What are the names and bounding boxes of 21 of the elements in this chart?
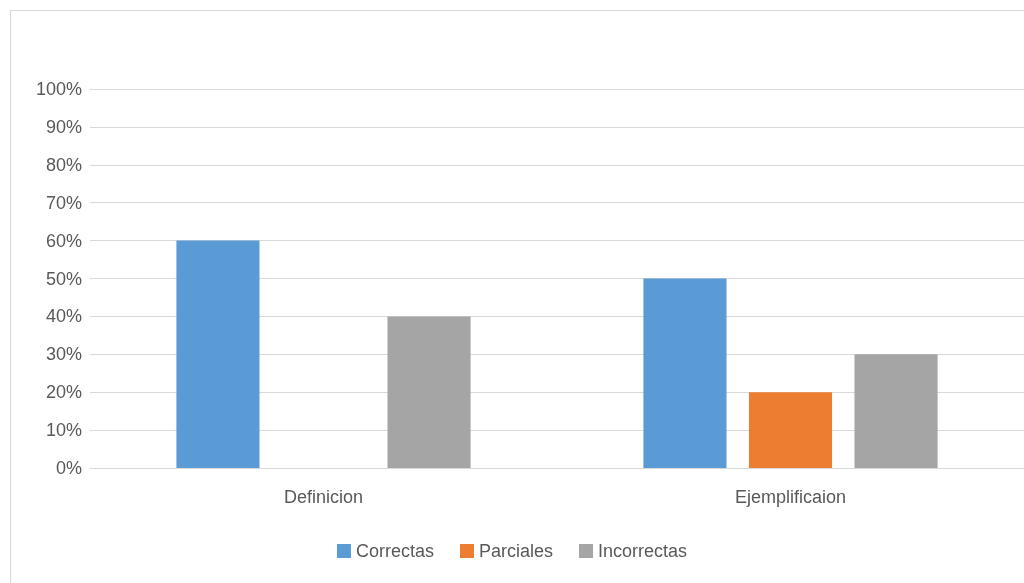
y-tick-label: 90% <box>45 116 82 137</box>
y-tick-label: 10% <box>45 420 82 441</box>
y-tick-label: 20% <box>45 382 82 403</box>
y-tick-label: 60% <box>45 230 82 251</box>
bar <box>748 392 833 468</box>
bar <box>643 278 727 468</box>
y-tick-label: 0% <box>55 458 82 478</box>
legend-label: Incorrectas <box>598 541 688 561</box>
x-tick-label: Ejemplificaion <box>734 487 847 507</box>
legend-label: Correctas <box>355 541 434 561</box>
y-tick-label: 80% <box>45 154 82 175</box>
x-tick-label: Definicion <box>283 487 364 507</box>
y-tick-label: 50% <box>45 268 82 289</box>
y-tick-label: 100% <box>35 79 82 99</box>
y-tick-label: 40% <box>45 306 82 327</box>
bar <box>854 354 938 468</box>
y-tick-label: 30% <box>45 344 82 365</box>
legend-label: Parciales <box>478 541 554 561</box>
bar <box>387 316 471 468</box>
y-tick-label: 70% <box>45 192 82 213</box>
bar <box>176 240 260 468</box>
